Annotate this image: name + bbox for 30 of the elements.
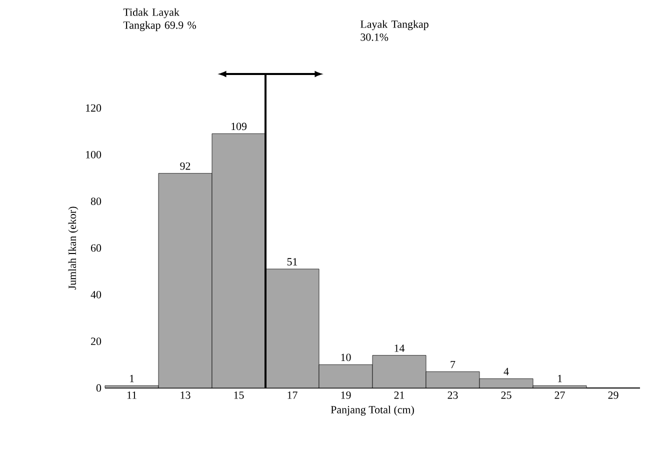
data-label: 4 (504, 368, 509, 376)
y-tick-label: 0 (96, 384, 102, 392)
data-label: 7 (450, 360, 456, 368)
y-tick-label: 120 (86, 104, 102, 112)
x-tick-label: 11 (127, 392, 136, 399)
data-label: 109 (232, 122, 247, 130)
data-label: 10 (341, 354, 351, 362)
x-tick-label: 19 (341, 392, 351, 399)
data-label: 1 (558, 374, 562, 382)
data-label: 92 (180, 162, 190, 170)
x-axis-title: Panjang Total (cm) (330, 406, 414, 416)
x-tick-label: 17 (288, 392, 298, 399)
data-label: 1 (130, 374, 134, 382)
x-tick-label: 15 (234, 392, 244, 399)
data-label: 14 (394, 344, 405, 352)
y-axis-title: Jumlah Ikan (ekor) (68, 206, 78, 290)
y-tick-label: 100 (86, 150, 102, 158)
y-tick-label: 80 (90, 198, 102, 206)
x-tick-label: 13 (180, 392, 190, 399)
x-tick-label: 27 (554, 392, 565, 399)
x-tick-label: 25 (501, 392, 512, 399)
x-tick-label: 21 (394, 392, 404, 399)
y-tick-label: 60 (91, 244, 102, 252)
y-tick-label: 20 (91, 338, 102, 346)
x-tick-label: 29 (608, 392, 618, 399)
x-tick-label: 23 (448, 392, 458, 399)
text: Tidak Layak Tangkap 69.9 % (123, 8, 196, 32)
text: Layak Tangkap 30.1% (360, 20, 428, 41)
y-tick-label: 40 (90, 290, 102, 298)
data-label: 51 (287, 258, 298, 266)
